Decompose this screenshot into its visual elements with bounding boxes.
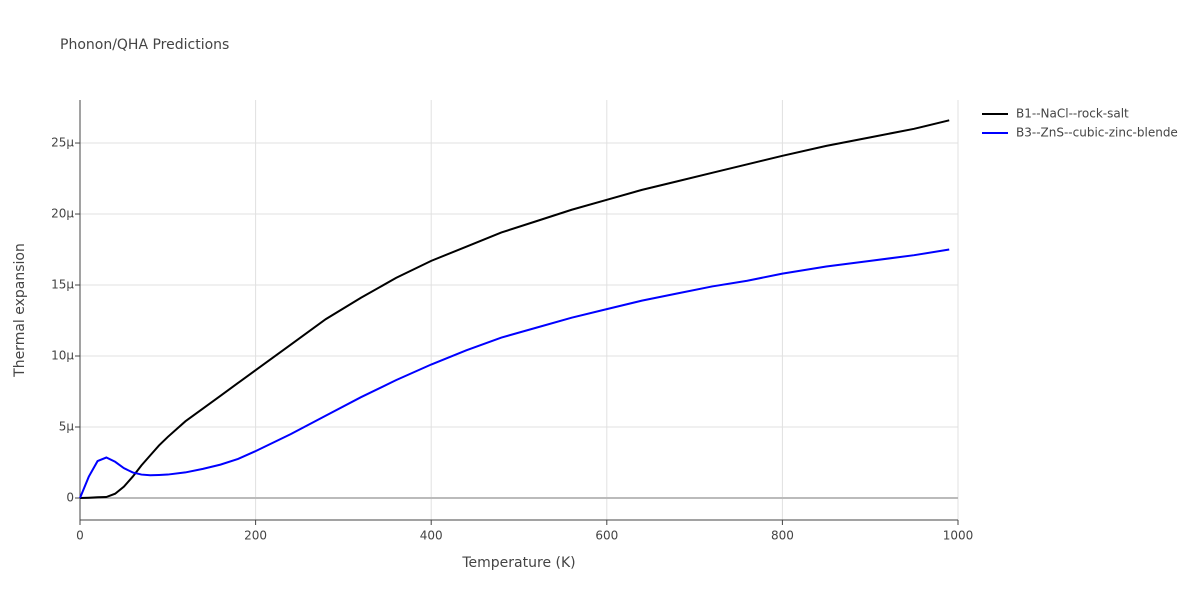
legend-label: B1--NaCl--rock-salt [1016,107,1129,121]
y-tick-label: 25μ [51,136,74,150]
x-axis-title: Temperature (K) [461,555,575,571]
x-tick-label: 200 [244,529,267,543]
y-tick-label: 20μ [51,207,74,221]
y-tick-label: 10μ [51,349,74,363]
x-tick-label: 400 [420,529,443,543]
x-tick-label: 600 [595,529,618,543]
chart-title: Phonon/QHA Predictions [60,37,229,53]
x-tick-label: 800 [771,529,794,543]
x-tick-label: 0 [76,529,84,543]
y-tick-label: 5μ [59,419,75,433]
legend-label: B3--ZnS--cubic-zinc-blende [1016,126,1178,140]
x-tick-label: 1000 [943,529,974,543]
y-axis-title: Thermal expansion [12,243,28,378]
y-tick-label: 0 [66,490,74,504]
series-line [79,248,950,499]
series-line [79,119,950,499]
y-tick-label: 15μ [51,278,74,292]
